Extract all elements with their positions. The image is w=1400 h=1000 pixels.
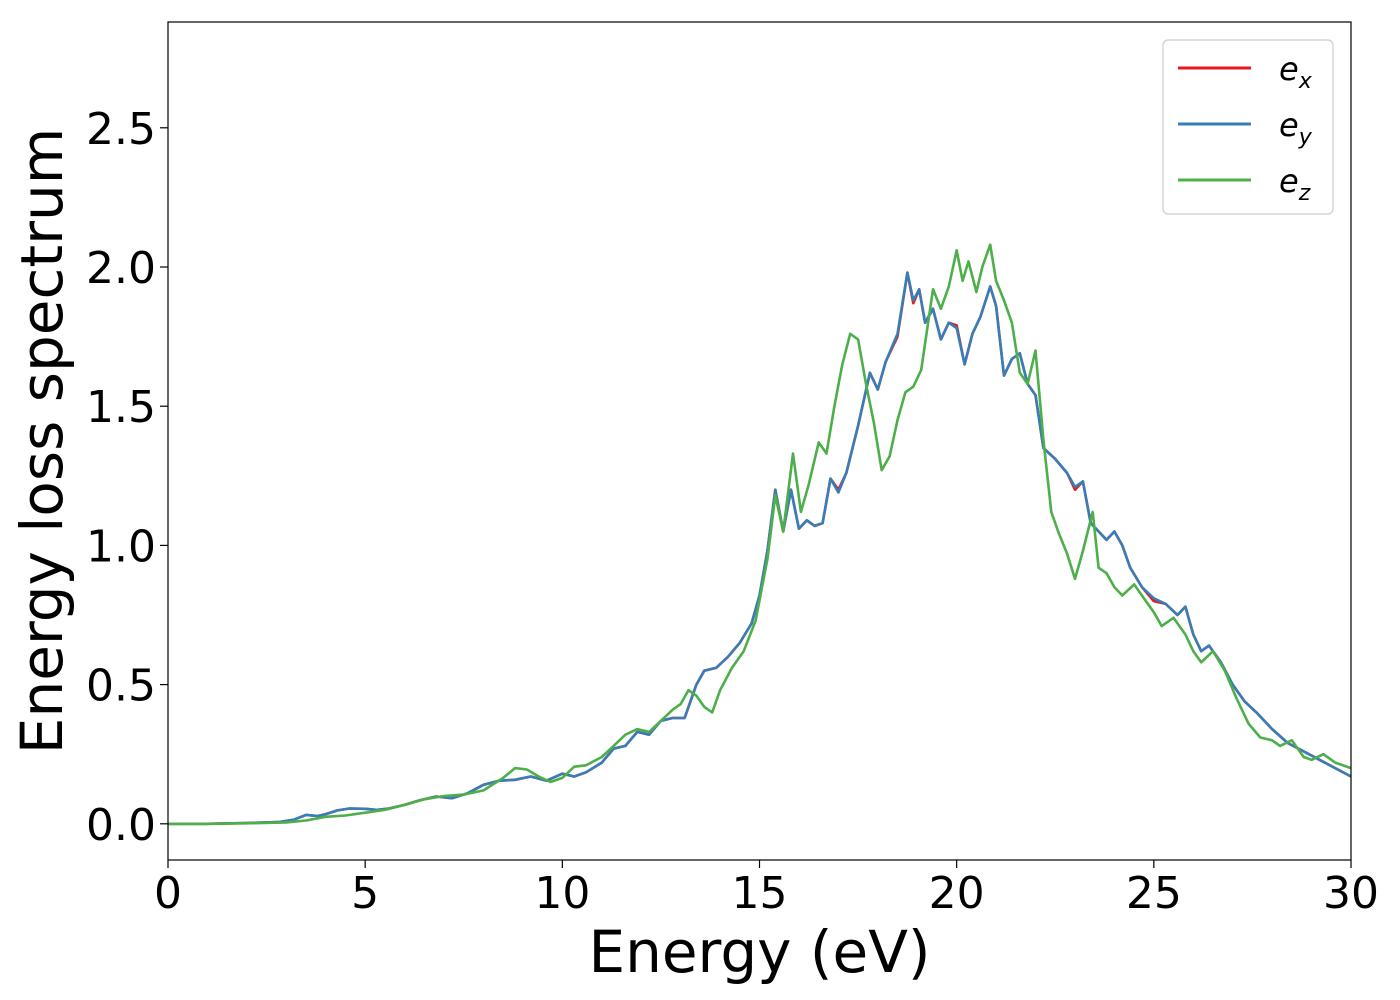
series-line-x [168,271,1352,826]
x-tick-label: 5 [351,868,379,919]
series-line-y [168,271,1352,826]
series-layer [168,243,1352,826]
y-tick-label: 1.0 [86,521,156,572]
x-axis-label: Energy (eV) [588,918,930,986]
series-line-z [168,243,1352,826]
x-tick-label: 10 [534,868,590,919]
x-tick-label: 0 [154,868,182,919]
legend-label-y: ey [1279,106,1313,150]
x-tick-label: 30 [1323,868,1379,919]
y-axis: 0.0 0.5 1.0 1.5 2.0 2.5 [86,104,168,851]
x-tick-label: 15 [732,868,788,919]
legend-box [1162,39,1334,215]
y-tick-label: 0.5 [86,661,156,712]
legend-label-x: ex [1279,50,1313,94]
x-tick-label: 20 [929,868,985,919]
y-tick-label: 1.5 [86,382,156,433]
legend: ex ey ez [1162,39,1334,215]
y-tick-label: 2.5 [86,104,156,155]
x-axis: 0 5 10 15 20 25 30 [154,860,1379,919]
y-tick-label: 0.0 [86,800,156,851]
legend-label-z: ez [1279,162,1311,206]
y-axis-label: Energy loss spectrum [8,128,76,754]
x-tick-label: 25 [1126,868,1182,919]
y-tick-label: 2.0 [86,243,156,294]
